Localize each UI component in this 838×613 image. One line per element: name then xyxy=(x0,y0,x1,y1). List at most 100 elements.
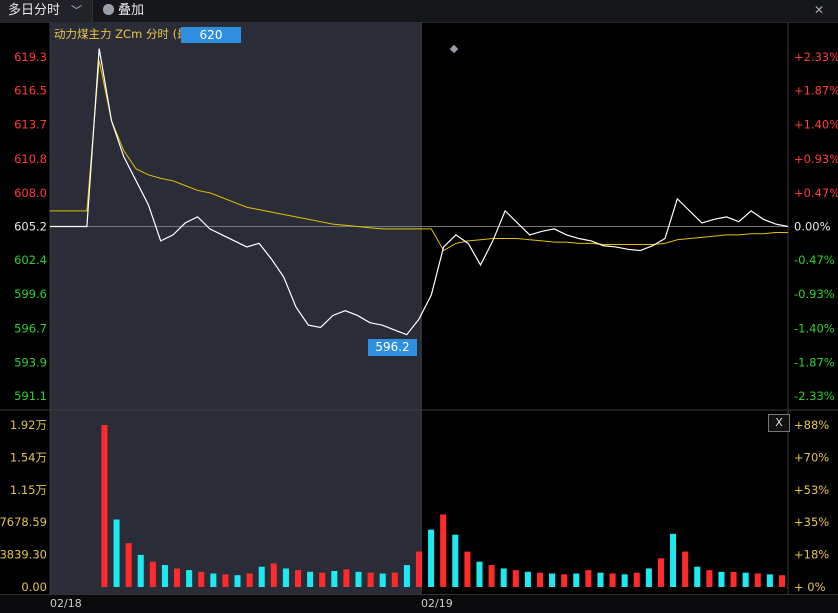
multi-day-tab[interactable]: 多日分时 ﹀ xyxy=(0,0,93,22)
price-tick-label: 619.3 xyxy=(14,50,47,64)
volume-tick-label: 1.54万 xyxy=(10,450,47,464)
volume-bar xyxy=(391,572,398,587)
volume-bar xyxy=(270,563,277,587)
volume-bar xyxy=(573,573,580,587)
volume-bar xyxy=(294,570,302,587)
volume-bar xyxy=(778,575,785,587)
price-tick-label: 596.7 xyxy=(14,322,47,336)
volume-bar xyxy=(585,570,592,587)
volume-tick-label: 0.00 xyxy=(21,580,47,594)
volume-pct-label: +35% xyxy=(794,515,829,529)
volume-bar xyxy=(657,558,664,587)
volume-bar xyxy=(367,572,374,587)
volume-bar xyxy=(706,570,713,587)
volume-bar xyxy=(476,561,483,587)
close-icon[interactable]: ✕ xyxy=(814,3,825,17)
date-label-2: 02/19 xyxy=(421,597,453,610)
volume-bar xyxy=(379,573,386,587)
volume-bar xyxy=(718,571,725,587)
volume-bar xyxy=(186,570,193,587)
volume-pct-label: +88% xyxy=(794,418,829,432)
volume-bar xyxy=(161,565,168,587)
volume-bar xyxy=(174,568,181,587)
volume-tick-label: 1.15万 xyxy=(10,483,47,497)
price-tick-label: 605.2 xyxy=(14,220,47,234)
price-tick-label: 591.1 xyxy=(14,389,47,403)
volume-bar xyxy=(694,566,701,587)
volume-bar xyxy=(282,568,289,587)
volume-bar xyxy=(742,572,749,587)
instrument-name: 动力煤主力 xyxy=(54,27,112,41)
volume-bar xyxy=(440,514,447,587)
pct-tick-label: +1.40% xyxy=(794,117,838,131)
volume-pct-label: + 0% xyxy=(794,580,826,594)
volume-bar xyxy=(343,569,350,587)
price-tick-label: 599.6 xyxy=(14,287,47,301)
volume-bar xyxy=(331,570,338,587)
volume-bar xyxy=(730,571,737,587)
pct-tick-label: 0.00% xyxy=(794,220,831,234)
volume-bar xyxy=(682,551,689,587)
volume-tick-label: 3839.30 xyxy=(0,548,47,562)
price-tick-label: 613.7 xyxy=(14,117,47,131)
volume-bar xyxy=(766,574,773,587)
volume-bar xyxy=(234,575,241,587)
volume-bar xyxy=(428,529,435,587)
price-tick-label: 616.5 xyxy=(14,84,47,98)
volume-bar xyxy=(137,554,144,587)
volume-bar xyxy=(403,565,410,587)
price-line xyxy=(50,48,789,336)
volume-bar xyxy=(464,551,471,587)
volume-bar xyxy=(645,568,652,587)
volume-pct-label: +18% xyxy=(794,548,829,562)
volume-bar xyxy=(754,573,761,587)
date-axis xyxy=(0,594,838,613)
volume-bar xyxy=(198,571,205,587)
pct-tick-label: +2.33% xyxy=(794,50,838,64)
overlay-label: 叠加 xyxy=(118,3,145,18)
low-price-badge: 596.2 xyxy=(368,339,417,356)
instrument-code: ZCm xyxy=(115,27,143,41)
volume-pct-label: +70% xyxy=(794,450,829,464)
average-price-line xyxy=(50,60,788,252)
volume-bar xyxy=(561,574,568,587)
volume-tick-label: 7678.59 xyxy=(0,515,47,529)
pct-tick-label: +1.87% xyxy=(794,84,838,98)
volume-bar xyxy=(307,571,314,587)
volume-bar xyxy=(210,573,217,587)
price-tick-label: 610.8 xyxy=(14,152,47,166)
volume-bar xyxy=(500,568,507,587)
volume-tick-label: 1.92万 xyxy=(10,418,47,432)
volume-bar xyxy=(512,570,519,587)
volume-bar xyxy=(597,572,604,587)
price-tick-label: 602.4 xyxy=(14,253,47,267)
volume-bar xyxy=(319,572,326,587)
date-label-1: 02/18 xyxy=(50,597,82,610)
volume-bar xyxy=(609,573,616,587)
pct-tick-label: -1.87% xyxy=(794,355,835,369)
volume-bar xyxy=(355,571,362,587)
volume-bar xyxy=(113,519,120,587)
volume-bar xyxy=(125,543,132,587)
volume-bar xyxy=(415,551,423,587)
database-icon xyxy=(103,3,114,15)
volume-bar xyxy=(524,571,531,587)
volume-bar xyxy=(633,572,640,587)
pct-tick-label: -1.40% xyxy=(794,322,835,336)
volume-bar xyxy=(488,565,495,587)
pct-tick-label: +0.93% xyxy=(794,152,838,166)
volume-bar xyxy=(670,533,677,587)
chevron-down-icon[interactable]: ﹀ xyxy=(71,4,82,17)
volume-bar xyxy=(549,573,556,587)
volume-bar xyxy=(222,574,229,587)
pct-tick-label: -2.33% xyxy=(794,389,835,403)
volume-bar xyxy=(149,561,156,587)
volume-bar xyxy=(258,566,265,587)
close-volume-button[interactable]: X xyxy=(768,414,790,432)
pct-tick-label: -0.93% xyxy=(794,287,835,301)
overlay-button[interactable]: 叠加 xyxy=(103,0,144,22)
multi-day-label: 多日分时 xyxy=(8,3,61,18)
intraday-chart[interactable]: 619.3 +2.33% 616.5 +1.87% 613.7 +1.40% 610.8 +0… xyxy=(0,22,838,596)
volume-bar xyxy=(101,425,108,587)
event-marker xyxy=(449,44,459,54)
